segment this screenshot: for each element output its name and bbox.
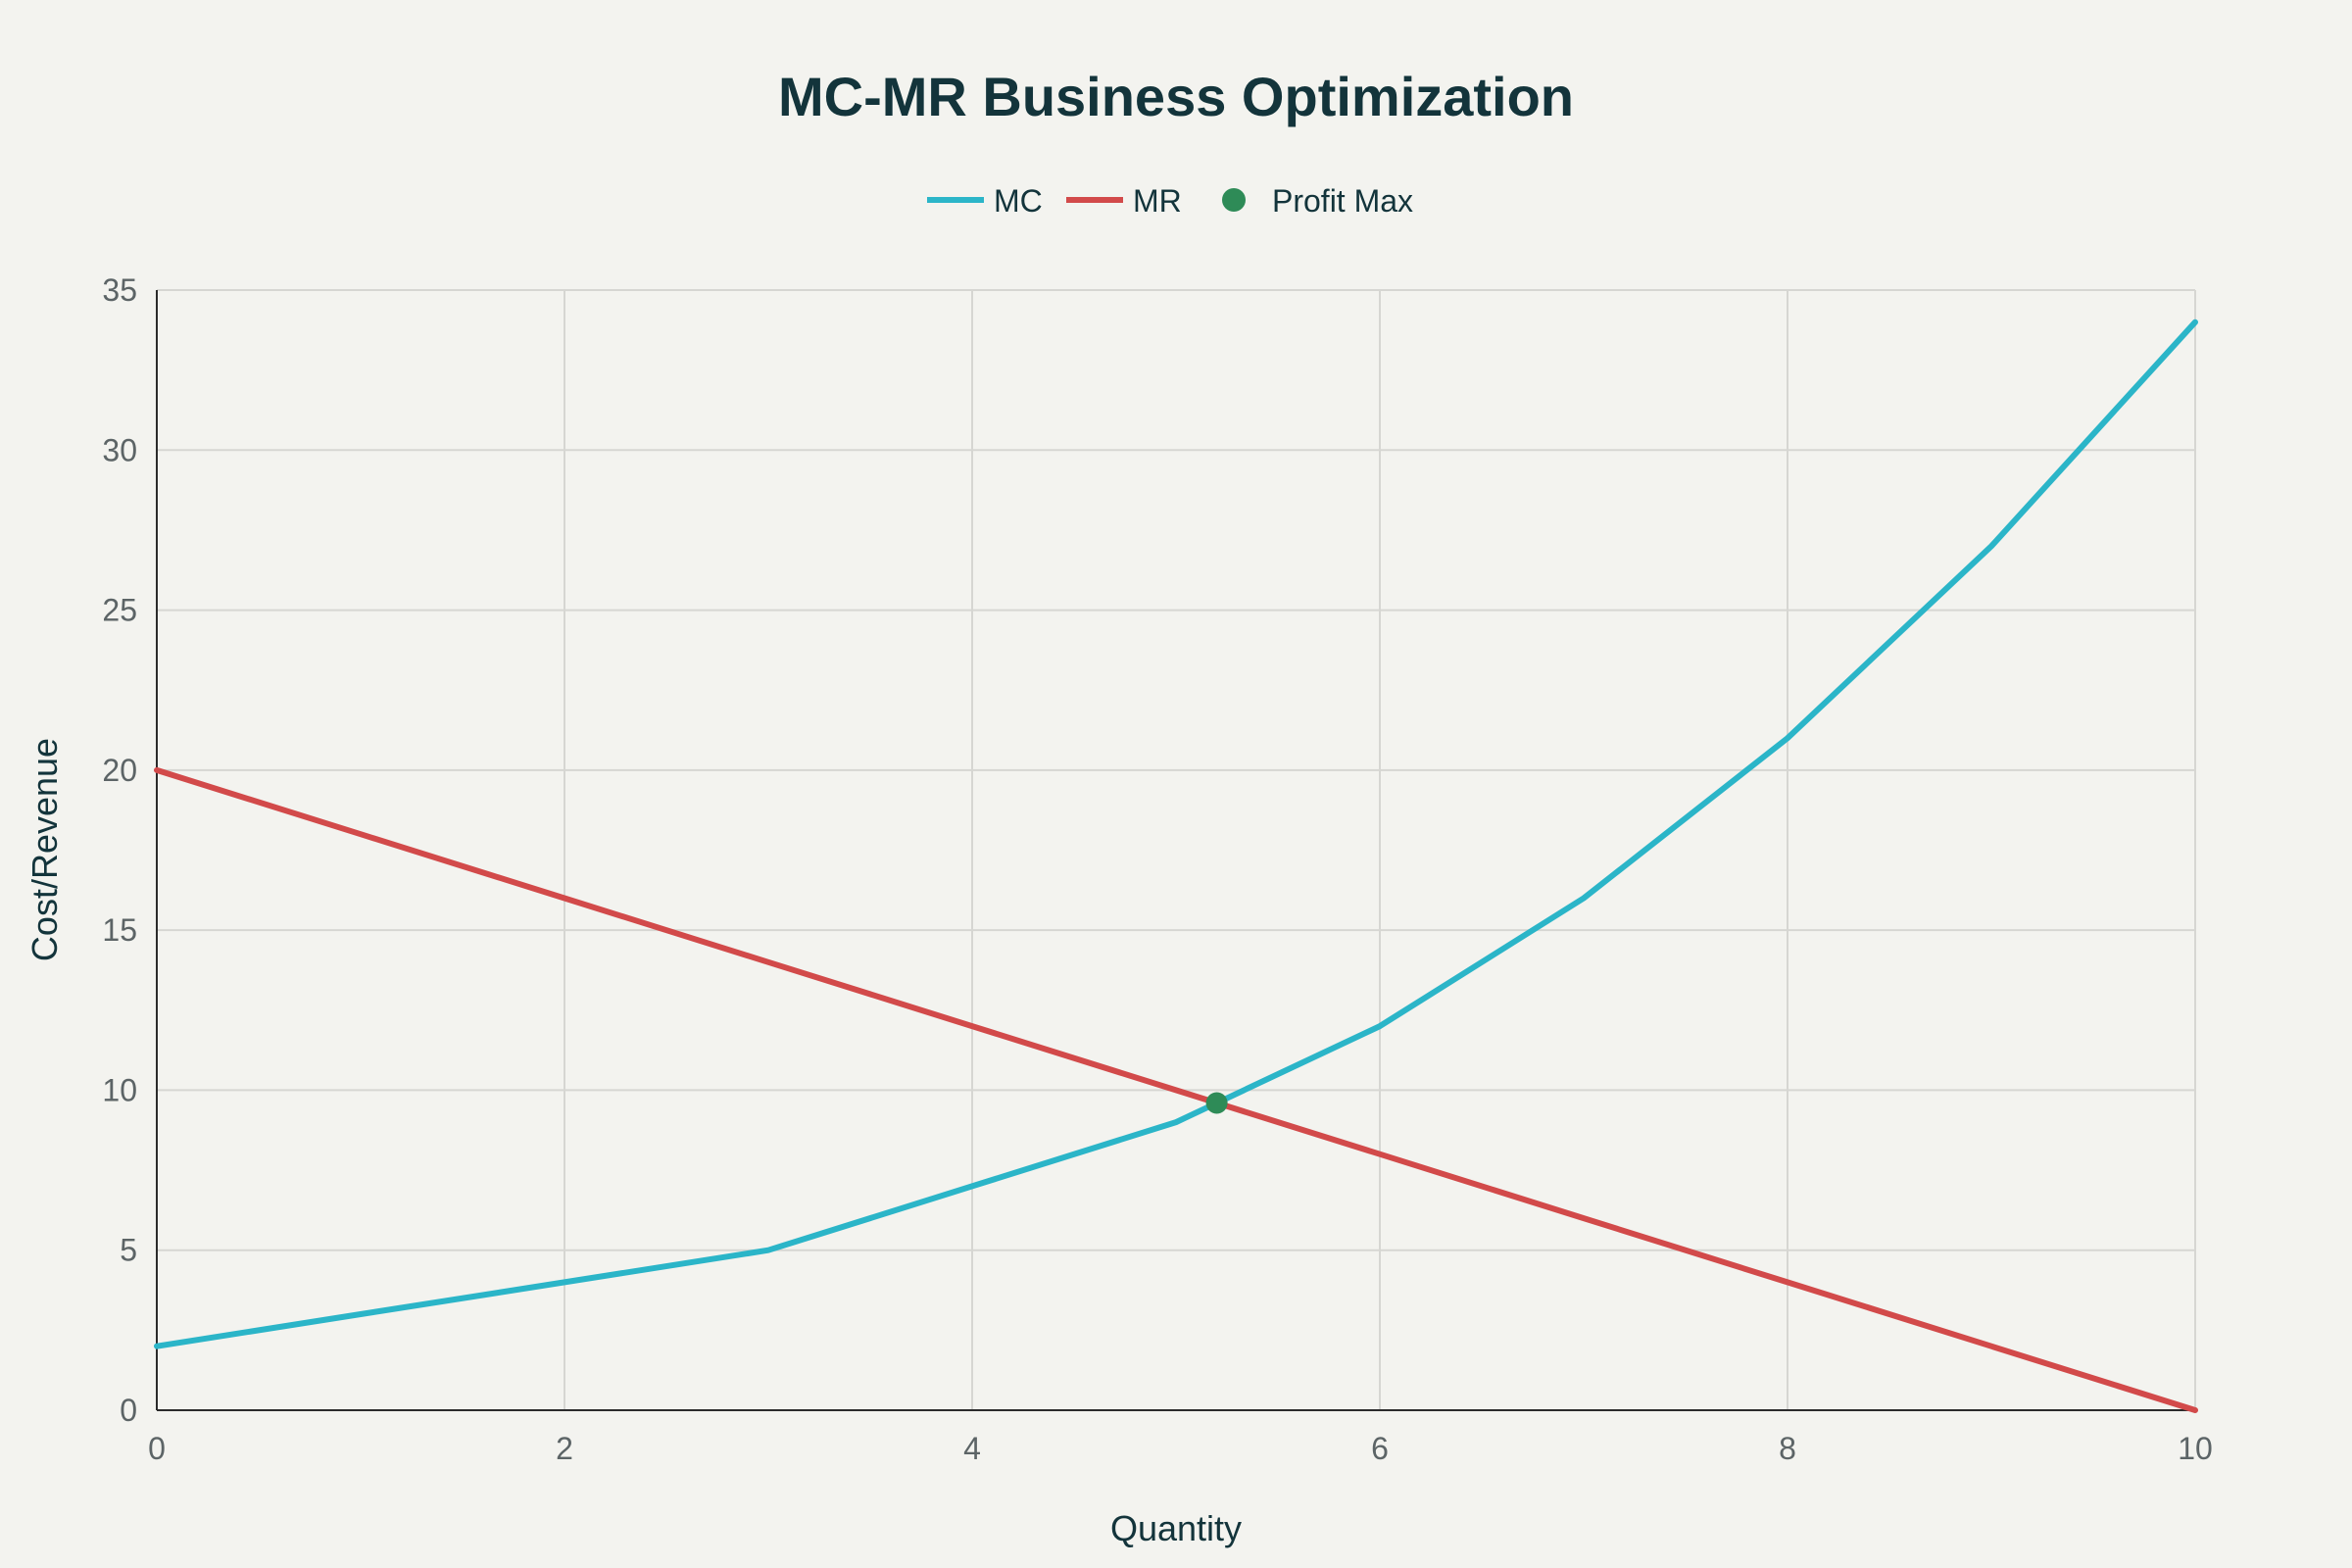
legend-label-mr: MR [1133,183,1182,219]
legend-label-profit-max: Profit Max [1272,183,1413,219]
y-tick-label-20: 20 [102,753,137,788]
axes [156,290,2195,1411]
x-axis-label: Quantity [1110,1508,1242,1548]
y-tick-label-0: 0 [120,1393,137,1428]
legend[interactable]: MC MR Profit Max [927,183,1413,219]
y-tick-label-10: 10 [102,1072,137,1107]
y-tick-label-15: 15 [102,912,137,948]
x-tick-label-0: 0 [148,1431,166,1466]
grid [157,289,2196,1410]
x-tick-label-8: 8 [1779,1431,1796,1466]
marker-profit-max[interactable] [1205,1092,1228,1114]
y-tick-label-30: 30 [102,432,137,467]
y-tick-label-35: 35 [102,272,137,308]
x-tick-label-10: 10 [2178,1431,2213,1466]
series-line-mr [154,766,2198,1413]
y-tick-label-5: 5 [120,1233,137,1268]
series-layer [154,318,2198,1413]
x-tick-label-4: 4 [963,1431,981,1466]
x-tick-label-6: 6 [1371,1431,1389,1466]
y-tick-label-25: 25 [102,593,137,628]
legend-label-mc: MC [994,183,1043,219]
chart-title: MC-MR Business Optimization [778,66,1574,127]
x-tick-label-2: 2 [556,1431,573,1466]
tick-labels: 0 5 10 15 20 25 30 35 0 2 4 6 8 10 [102,272,2212,1466]
legend-swatch-profit-max [1222,188,1246,212]
series-line-mc [154,318,2198,1349]
y-axis-label: Cost/Revenue [24,738,65,961]
